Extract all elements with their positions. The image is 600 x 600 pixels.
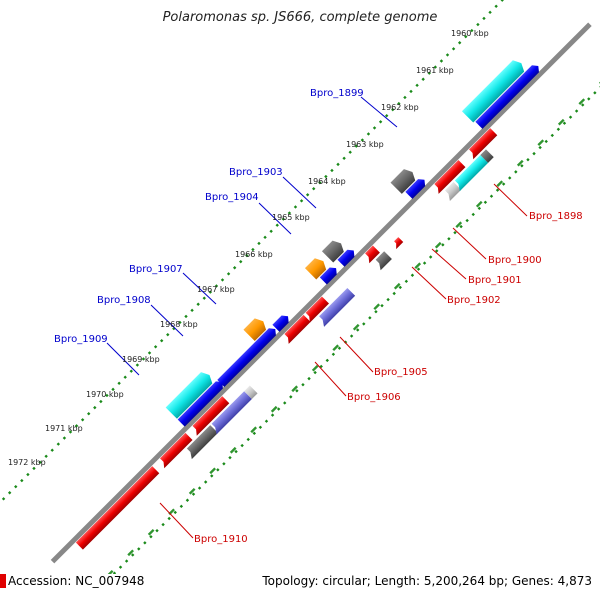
gene-red-a[interactable] — [75, 466, 160, 550]
kbp-label-1972: 1972 kbp — [8, 458, 46, 467]
gene-gray-top[interactable] — [480, 149, 494, 163]
gene-label-bpro-1906[interactable]: Bpro_1906 — [347, 392, 401, 403]
gene-label-bpro-1905[interactable]: Bpro_1905 — [374, 367, 428, 378]
leader-lines — [106, 96, 528, 539]
gene-cyan-top[interactable] — [461, 57, 527, 123]
gene-gray-low[interactable] — [184, 425, 218, 460]
gene-label-bpro-1899[interactable]: Bpro_1899 — [310, 88, 364, 99]
gene-lgray-top[interactable] — [442, 181, 462, 202]
gene-bpro-1908[interactable] — [243, 316, 268, 342]
gene-label-bpro-1898[interactable]: Bpro_1898 — [529, 211, 583, 222]
gene-red-1901[interactable] — [362, 245, 380, 264]
kbp-label-1962: 1962 kbp — [381, 103, 419, 112]
gene-label-bpro-1901[interactable]: Bpro_1901 — [468, 275, 522, 286]
gene-lgray-low[interactable] — [244, 385, 258, 399]
gene-blue-1906[interactable] — [272, 313, 291, 332]
gene-label-bpro-1900[interactable]: Bpro_1900 — [488, 255, 542, 266]
gene-blue-top[interactable] — [475, 62, 541, 129]
gene-red-b[interactable] — [157, 432, 193, 469]
gene-bpro-1904[interactable] — [304, 255, 329, 280]
gene-blue-1902[interactable] — [337, 247, 357, 267]
kbp-label-1963: 1963 kbp — [346, 140, 384, 149]
kbp-label-1961: 1961 kbp — [416, 66, 454, 75]
kbp-label-1971: 1971 kbp — [45, 424, 83, 433]
gene-blue-1905[interactable] — [319, 265, 340, 285]
gene-gray-mid[interactable] — [373, 251, 392, 271]
gene-label-bpro-1908[interactable]: Bpro_1908 — [97, 295, 151, 306]
gene-labels: Bpro_1899 Bpro_1903 Bpro_1904 Bpro_1907 … — [54, 88, 583, 545]
gene-red-small[interactable] — [391, 237, 404, 250]
kbp-label-1967: 1967 kbp — [197, 285, 235, 294]
gene-red-c[interactable] — [190, 396, 230, 436]
gene-bpro-1909[interactable] — [165, 369, 215, 419]
genome-title: Polaromonas sp. JS666, complete genome — [162, 10, 438, 25]
gene-red-top[interactable] — [466, 128, 498, 160]
gene-label-bpro-1902[interactable]: Bpro_1902 — [447, 295, 501, 306]
gene-red-1905[interactable] — [303, 296, 329, 323]
gene-label-bpro-1910[interactable]: Bpro_1910 — [194, 534, 248, 545]
kbp-label-1960: 1960 kbp — [451, 29, 489, 38]
kbp-label-1969: 1969 kbp — [122, 355, 160, 364]
kbp-label-1964: 1964 kbp — [308, 177, 346, 186]
gene-purple-mid[interactable] — [316, 287, 356, 327]
gene-blue-1907[interactable] — [217, 325, 279, 387]
gene-blue-1910[interactable] — [177, 378, 226, 427]
gene-red-1898[interactable] — [432, 159, 466, 194]
strand-color-swatch — [0, 574, 6, 588]
gene-cyan-mid[interactable] — [452, 155, 489, 192]
kbp-label-1965: 1965 kbp — [272, 213, 310, 222]
kbp-label-1966: 1966 kbp — [235, 250, 273, 259]
gene-label-bpro-1903[interactable]: Bpro_1903 — [229, 167, 283, 178]
gene-label-bpro-1904[interactable]: Bpro_1904 — [205, 192, 259, 203]
gene-bpro-1899[interactable] — [390, 166, 419, 194]
footer-bar: Accession: NC_007948 Topology: circular;… — [0, 574, 600, 600]
gene-bpro-1903[interactable] — [321, 238, 347, 263]
gene-purple-low[interactable] — [209, 391, 252, 435]
kbp-label-1968: 1968 kbp — [160, 320, 198, 329]
gene-label-bpro-1909[interactable]: Bpro_1909 — [54, 334, 108, 345]
kbp-labels: 1960 kbp 1961 kbp 1962 kbp 1963 kbp 1964… — [8, 29, 489, 467]
kbp-label-1970: 1970 kbp — [86, 390, 124, 399]
gene-label-bpro-1907[interactable]: Bpro_1907 — [129, 264, 183, 275]
gene-blue-1900[interactable] — [405, 176, 428, 199]
gene-red-1906[interactable] — [282, 314, 311, 344]
genome-backbone — [50, 22, 592, 564]
genome-stats-text: Topology: circular; Length: 5,200,264 bp… — [262, 574, 592, 588]
accession-text: Accession: NC_007948 — [8, 574, 145, 588]
